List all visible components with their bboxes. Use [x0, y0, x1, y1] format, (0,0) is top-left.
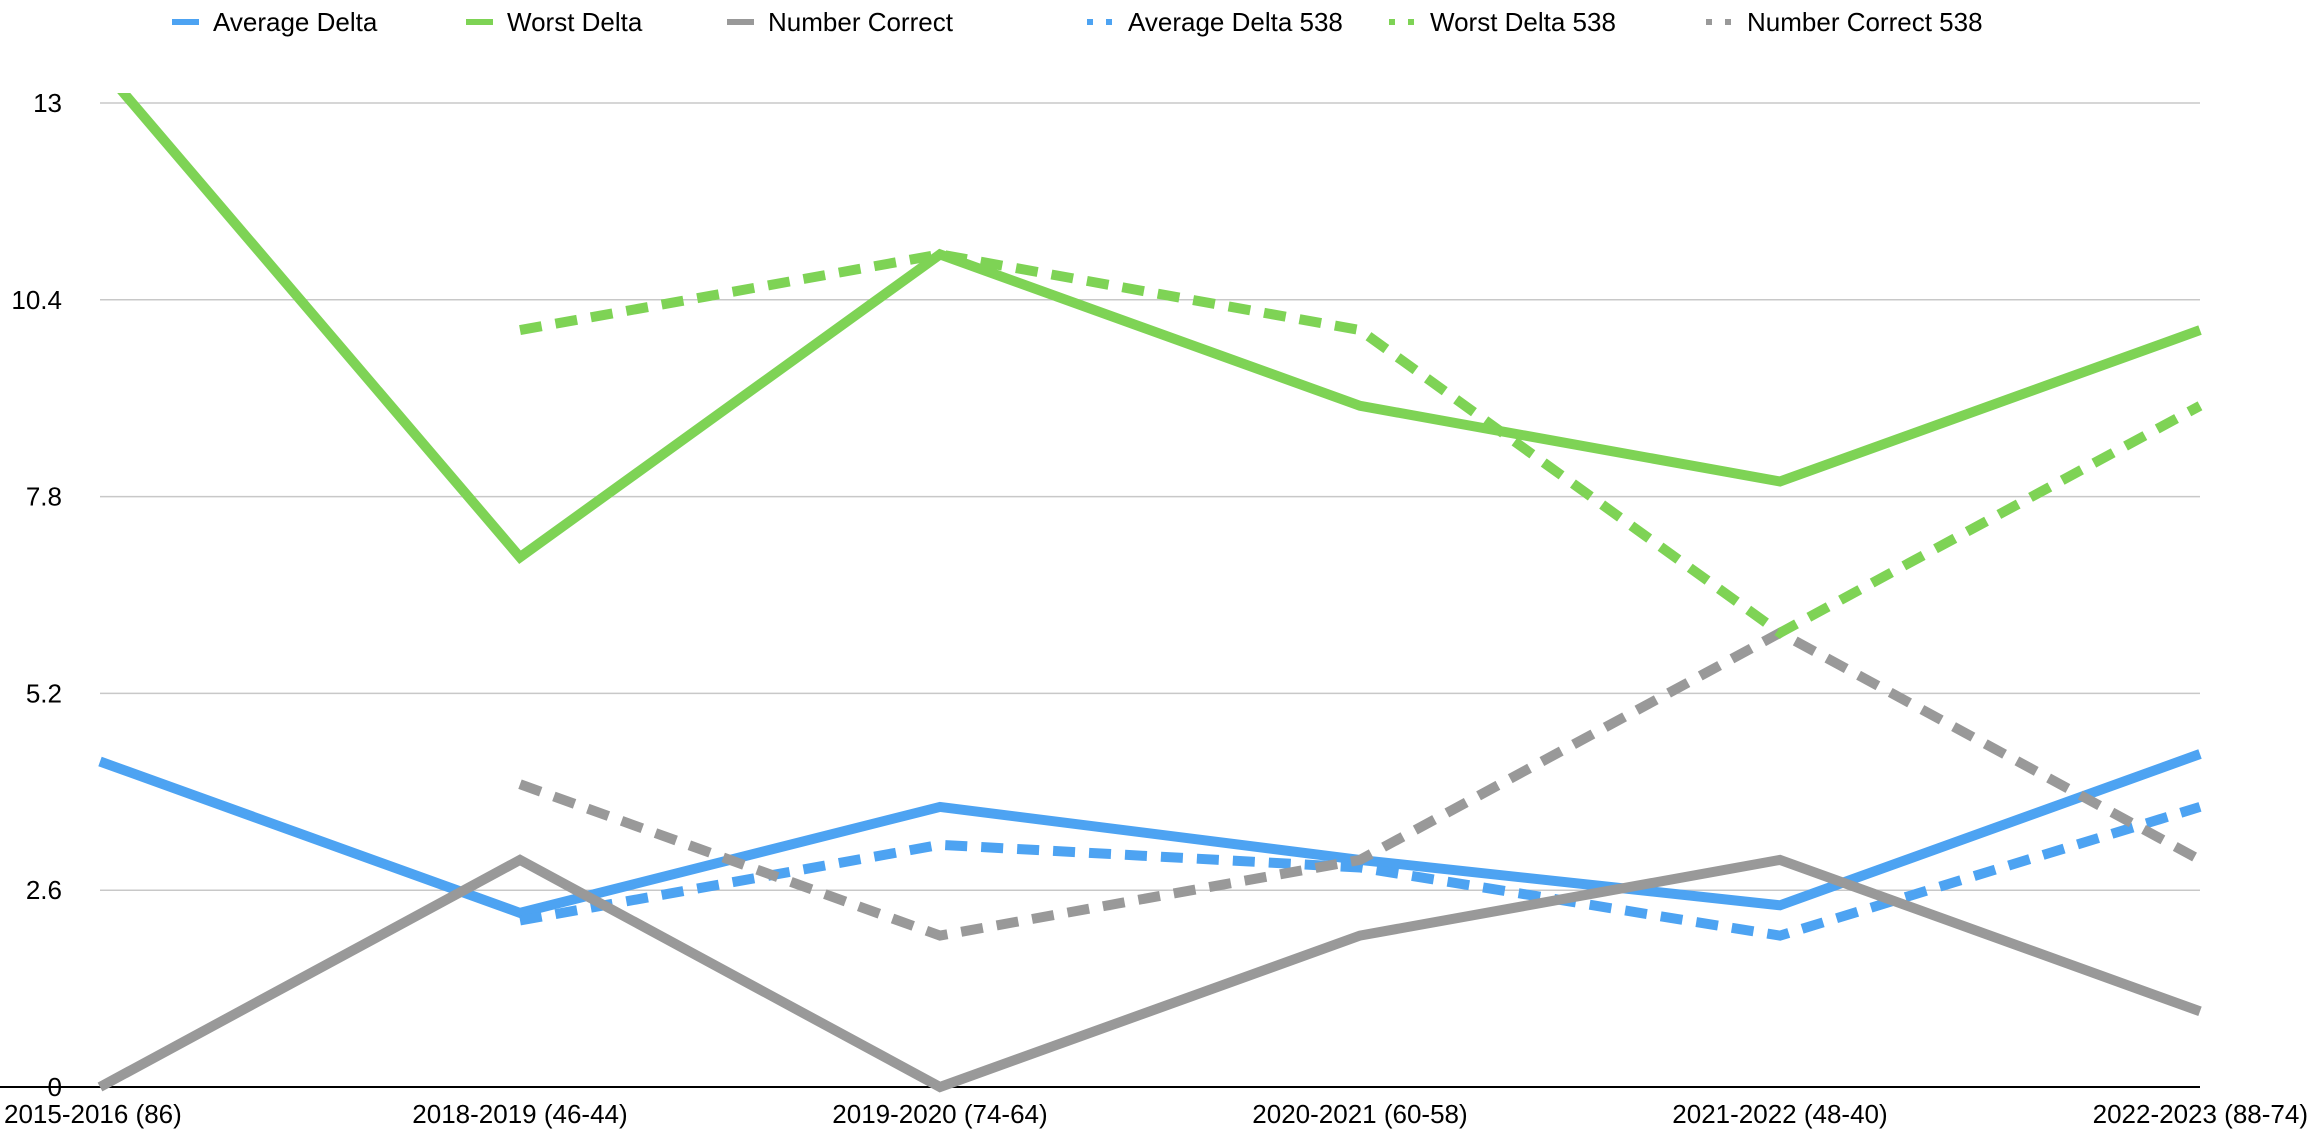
series-line-number-correct	[97, 854, 2202, 1093]
x-tick-label: 2020-2021 (60-58)	[1252, 1099, 1467, 1129]
legend-label: Number Correct	[768, 7, 954, 37]
y-tick-label: 5.2	[26, 678, 62, 708]
legend-label: Average Delta 538	[1128, 7, 1343, 37]
legend-item-worst-delta: Worst Delta	[466, 7, 643, 37]
series-line-average-delta	[98, 749, 2202, 919]
y-tick-label: 7.8	[26, 482, 62, 512]
series-line-worst-delta-538	[519, 249, 2203, 639]
series-line-worst-delta	[117, 93, 2202, 564]
legend: Average Delta Worst Delta Number Correct Av…	[172, 7, 1983, 37]
y-axis-ticks: 02.65.27.810.413	[11, 88, 62, 1102]
legend-item-average-delta-538: Average Delta 538	[1087, 7, 1343, 37]
legend-item-average-delta: Average Delta	[172, 7, 378, 37]
legend-item-worst-delta-538: Worst Delta 538	[1389, 7, 1616, 37]
series-lines	[97, 93, 2203, 1093]
legend-label: Number Correct 538	[1747, 7, 1983, 37]
grid	[100, 102, 2200, 891]
legend-item-number-correct-538: Number Correct 538	[1706, 7, 1983, 37]
y-tick-label: 10.4	[11, 285, 62, 315]
y-tick-label: 2.6	[26, 875, 62, 905]
legend-label: Worst Delta	[507, 7, 643, 37]
x-axis-ticks: 2015-2016 (86) 2018-2019 (46-44) 2019-2020…	[4, 1099, 2308, 1129]
series-line-number-correct-538	[518, 627, 2203, 941]
legend-label: Worst Delta 538	[1430, 7, 1616, 37]
x-tick-label: 2021-2022 (48-40)	[1672, 1099, 1887, 1129]
legend-item-number-correct: Number Correct	[727, 7, 954, 37]
y-tick-label: 13	[33, 88, 62, 118]
x-tick-label: 2015-2016 (86)	[4, 1099, 182, 1129]
x-tick-label: 2019-2020 (74-64)	[832, 1099, 1047, 1129]
x-tick-label: 2018-2019 (46-44)	[412, 1099, 627, 1129]
x-tick-label: 2022-2023 (88-74)	[2093, 1099, 2308, 1129]
legend-label: Average Delta	[213, 7, 378, 37]
series-line-average-delta-538	[519, 802, 2202, 941]
